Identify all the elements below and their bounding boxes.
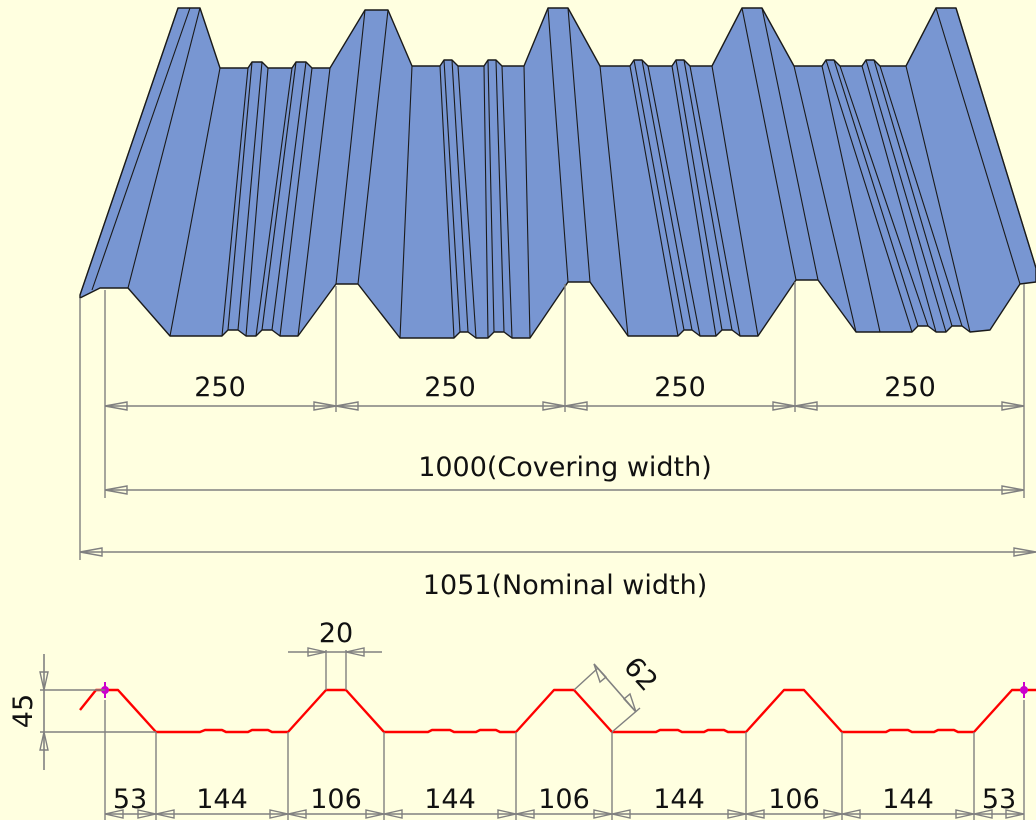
sheet-body (79, 7, 1036, 339)
profile-height-label: 45 (8, 694, 39, 728)
rib-spacing-label: 250 (424, 372, 476, 403)
covering-width-label: 1000(Covering width) (418, 452, 712, 483)
crest-width-label: 20 (319, 618, 353, 649)
bottom-dim-label: 53 (982, 784, 1016, 815)
bottom-dim-label: 144 (882, 784, 934, 815)
rib-lines-4 (793, 7, 1036, 333)
bottom-dim-label: 106 (310, 784, 362, 815)
bottom-dim-label: 144 (653, 784, 705, 815)
rib-lines-1 (79, 7, 389, 337)
profile-section: 45 20 62 53 144 106 144 106 144 106 144 (8, 618, 1036, 820)
bottom-dim-label: 106 (538, 784, 590, 815)
bottom-dim-label: 144 (424, 784, 476, 815)
bottom-dim-label: 144 (196, 784, 248, 815)
rib-lines-2 (399, 7, 591, 339)
roof-sheet-3d (79, 7, 1036, 339)
profile-line (79, 688, 1036, 734)
bottom-dim-label: 106 (768, 784, 820, 815)
rib-spacing-label: 250 (884, 372, 936, 403)
upper-dimensions: 250 250 250 250 1000(Covering width) 105… (79, 282, 1036, 601)
bottom-dim-label: 53 (113, 784, 147, 815)
fastener-marker (1020, 682, 1028, 698)
rib-lines-3 (599, 7, 819, 337)
rib-spacing-label: 250 (654, 372, 706, 403)
nominal-width-label: 1051(Nominal width) (423, 570, 707, 601)
slope-length-label: 62 (617, 651, 663, 697)
rib-spacing-label: 250 (194, 372, 246, 403)
